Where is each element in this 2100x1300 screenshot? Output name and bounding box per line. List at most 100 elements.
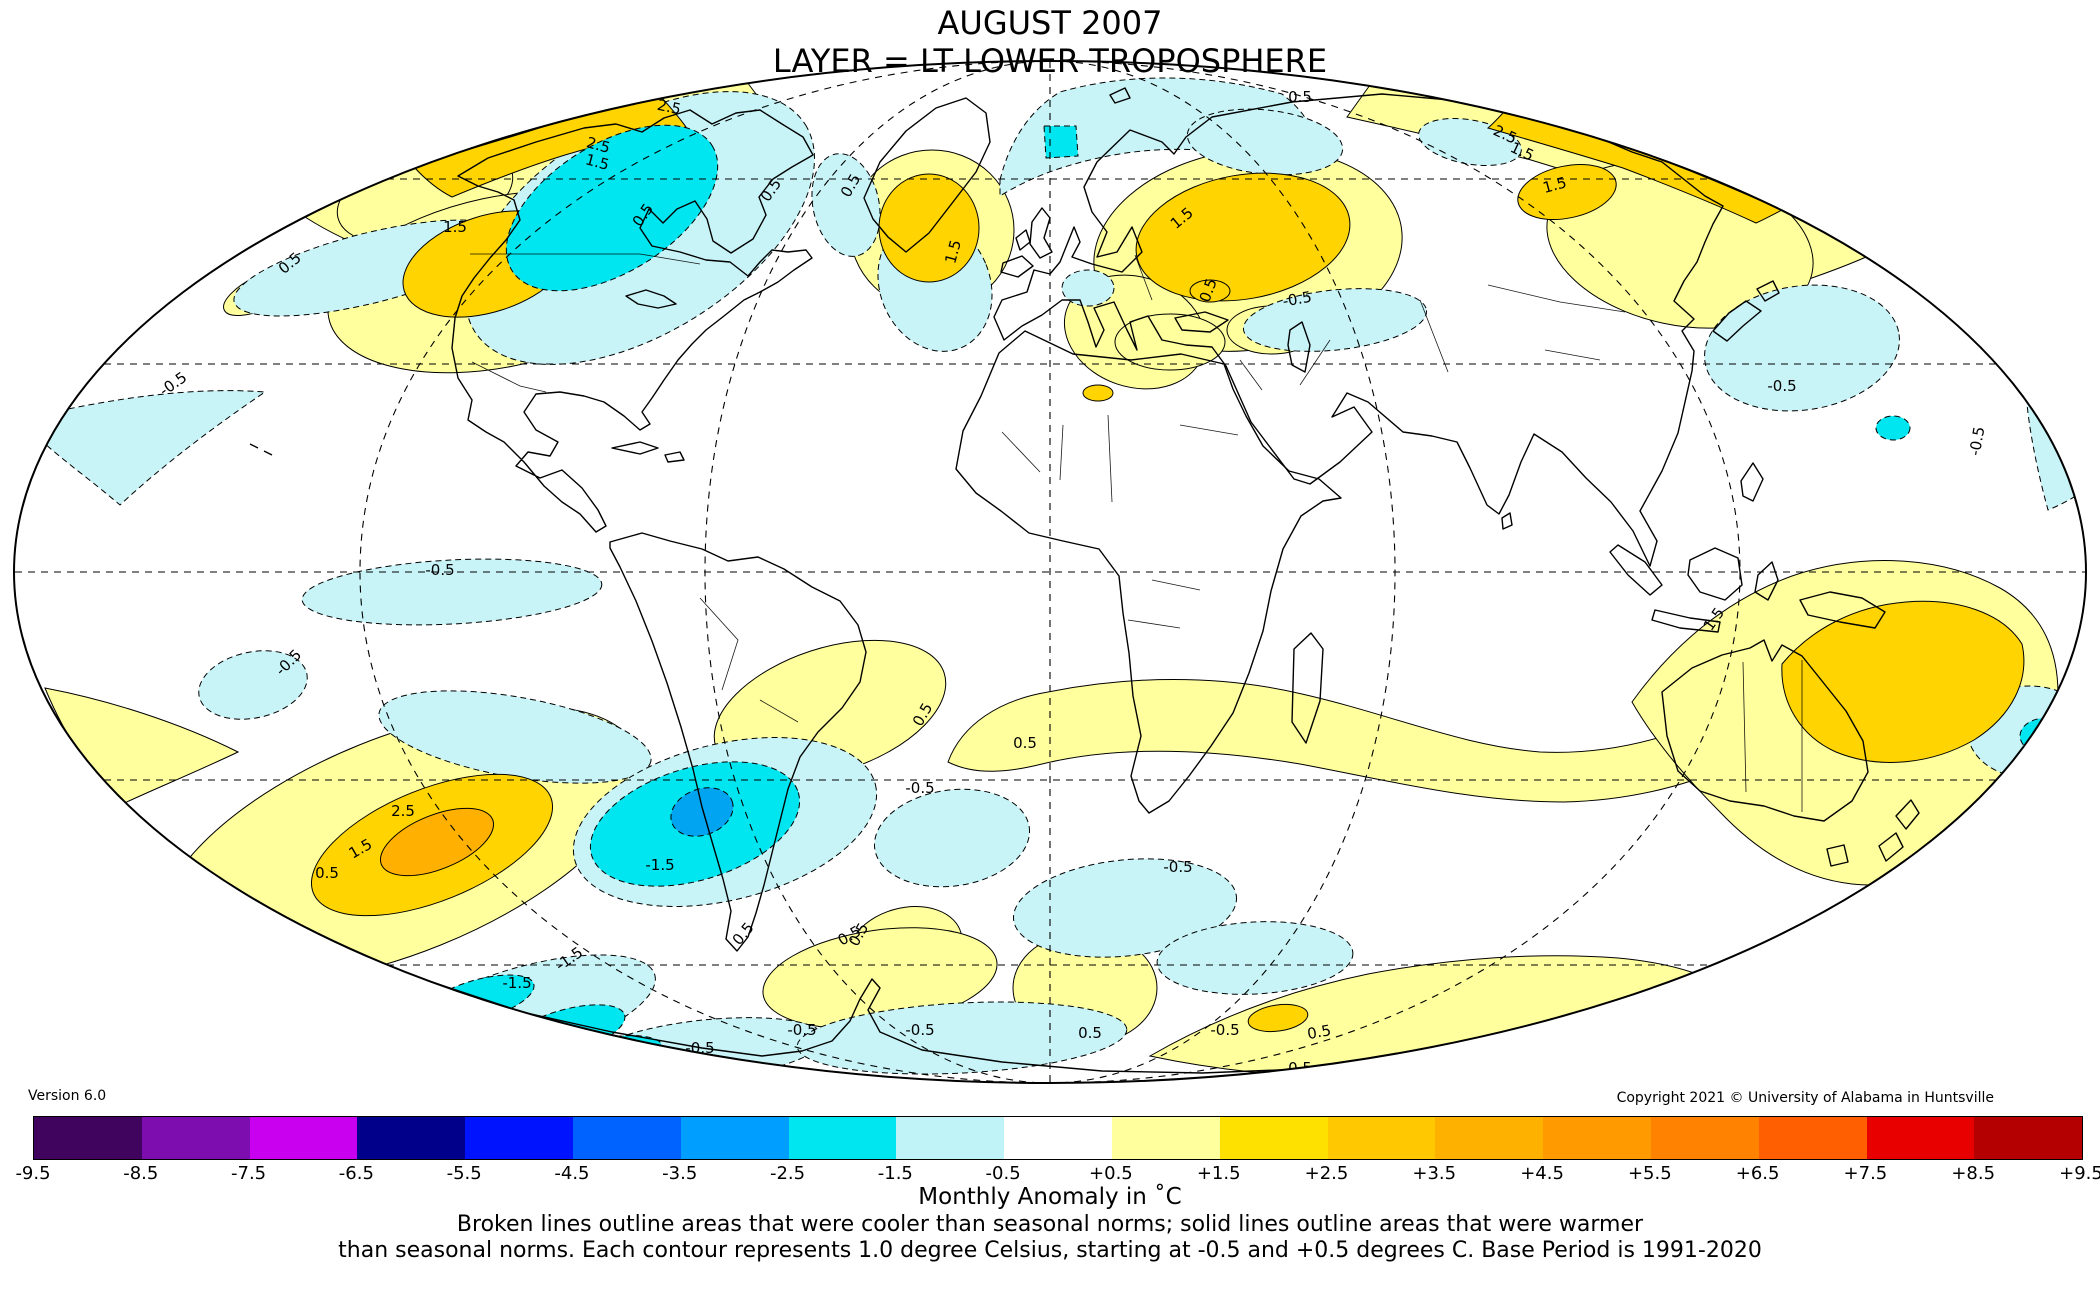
coastline [1687,547,1743,601]
colorbar-segment [1543,1117,1651,1159]
contour-value-label: -1.5 [502,974,531,992]
contour-value-label: 0.5 [1306,1021,1333,1043]
colorbar-title: Monthly Anomaly in ˚C [918,1184,1182,1210]
colorbar-tick-label: +7.5 [1843,1163,1888,1184]
contour-value-label: 0.5 [729,919,758,949]
country-border [1127,619,1181,629]
coastline [1501,512,1513,530]
contour-value-label: 1.5 [583,150,611,174]
colorbar-tick-label: -6.5 [338,1163,374,1184]
coastline [1029,207,1053,259]
coastline [451,109,814,533]
anomaly-region [811,153,881,257]
anomaly-region [1189,279,1231,303]
coastline [1174,311,1229,333]
contour-value-label: 2.5 [391,802,415,820]
colorbar-tick-label: +4.5 [1520,1163,1564,1184]
anomaly-region [1013,858,1237,958]
colorbar-segment [896,1117,1005,1159]
colorbar-tick-label: -1.5 [877,1163,913,1184]
contour-value-label: -0.5 [1767,377,1796,395]
graticule-meridian-line [1049,61,1396,1083]
colorbar-segment [141,1117,250,1159]
contour-value-label: -0.5 [425,561,454,579]
colorbar-segment [1866,1117,1975,1159]
anomaly-colorbar [33,1116,2083,1160]
colorbar-tick-label: +1.5 [1196,1163,1241,1184]
coastline [1651,609,1721,633]
anomaly-region [198,650,308,720]
anomaly-region [1156,921,1354,995]
colorbar-tick-label: +3.5 [1412,1163,1457,1184]
colorbar-tick-label: -9.5 [15,1163,51,1184]
coastline [993,93,1724,567]
coastline [1799,591,1886,629]
colorbar-segment [788,1117,897,1159]
caption-line-2: than seasonal norms. Each contour repres… [338,1238,1762,1263]
contour-value-label: -0.5 [905,779,934,797]
coastline [263,450,273,456]
country-border [471,361,547,393]
coastline [863,97,991,253]
colorbar-segment [249,1117,358,1159]
map-clip-group: 2.52.51.50.50.5-0.51.5 0.50.5 0.51.51.50.5… [15,61,2086,1083]
caption-line-1: Broken lines outline areas that were coo… [456,1212,1644,1237]
colorbar-segment [1111,1117,1220,1159]
anomaly-region [1875,415,1911,441]
coastline [609,532,867,952]
coastline [1661,639,1869,822]
contour-value-label: 2.5 [655,96,682,119]
anomaly-region [1247,1003,1309,1033]
colorbar-tick-label: -8.5 [123,1163,159,1184]
colorbar-segment [465,1117,573,1159]
coastline [1000,255,1034,278]
country-border [1001,431,1041,473]
country-border [1134,254,1153,301]
colorbar-tick-label: -3.5 [662,1163,698,1184]
copyright-label: Copyright 2021 © University of Alabama i… [1616,1090,1994,1106]
anomaly-region [1517,164,1617,220]
contour-value-label: -0.5 [787,1021,816,1039]
anomaly-region [301,558,603,626]
colorbar-segment [357,1117,466,1159]
coastline [1015,229,1031,251]
coastline [1878,832,1904,862]
contour-value-label: 0.5 [1078,1024,1102,1042]
colorbar-segment [1004,1117,1112,1159]
contour-value-label: 1.5 [1541,173,1569,197]
country-border [1239,359,1263,391]
title-month-year: AUGUST 2007 [937,4,1163,42]
graticule-meridian-line [704,61,1051,1083]
coastline [1895,799,1920,830]
colorbar-tick-label: +8.5 [1951,1163,1996,1184]
coastline [1826,844,1849,867]
contour-value-label: 1.5 [443,218,467,236]
colorbar-tick-label: +0.5 [1089,1163,1133,1184]
colorbar-tick-label: -5.5 [446,1163,482,1184]
country-border [1299,339,1331,386]
coastline [1287,321,1311,373]
map-outline-ellipse [13,60,2087,1084]
colorbar-tick-label: -2.5 [769,1163,806,1184]
colorbar-tick-label: +2.5 [1304,1163,1349,1184]
version-label: Version 6.0 [28,1088,107,1104]
contour-value-label: -0.5 [1210,1021,1239,1039]
colorbar-segment [1974,1117,2083,1159]
country-border [470,253,701,265]
contour-value-label: 0.5 [1288,88,1312,106]
coastline [1609,544,1663,596]
coastline [1291,632,1324,744]
contour-value-label: -0.5 [905,1021,934,1039]
colorbar-segment [1758,1117,1867,1159]
coastline [1109,87,1131,104]
coastline [249,443,259,449]
contour-value-label: 1.5 [941,238,965,266]
colorbar-tick-label: -4.5 [554,1163,590,1184]
anomaly-region [1061,269,1115,307]
graticule-meridian-line [1049,61,1741,1083]
anomaly-region [873,788,1031,888]
coastline [664,451,685,463]
country-border [1419,299,1449,373]
anomaly-region [1043,125,1079,159]
contour-value-label: 0.5 [197,187,227,217]
